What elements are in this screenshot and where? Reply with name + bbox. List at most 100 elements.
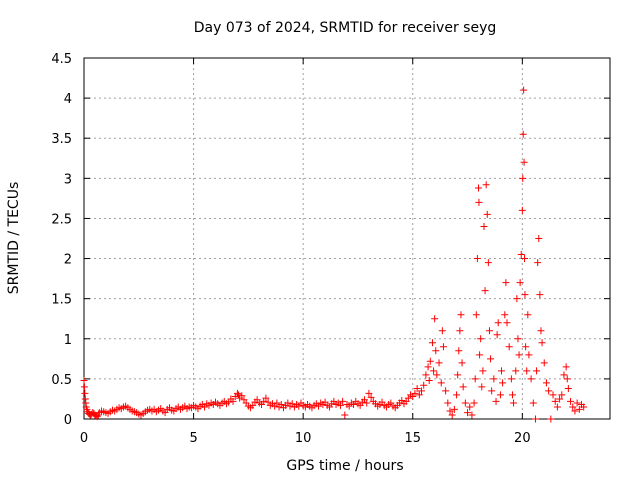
data-point: [341, 411, 349, 419]
data-point: [437, 379, 445, 387]
data-point: [553, 403, 561, 411]
data-point: [521, 255, 529, 263]
data-point: [547, 415, 555, 423]
y-tick-label: 3.5: [51, 132, 72, 147]
data-point: [560, 371, 568, 379]
data-point: [564, 385, 572, 393]
data-point: [519, 130, 527, 138]
data-point: [430, 367, 438, 375]
data-point: [510, 399, 518, 407]
data-point: [540, 359, 548, 367]
data-point: [471, 375, 479, 383]
data-point: [575, 405, 583, 413]
data-point: [466, 403, 474, 411]
data-point: [476, 351, 484, 359]
data-point: [459, 383, 467, 391]
x-tick-label: 0: [80, 431, 88, 446]
data-point: [336, 401, 344, 409]
data-point: [505, 343, 513, 351]
data-point: [496, 391, 504, 399]
data-point: [537, 327, 545, 335]
data-point: [483, 210, 491, 218]
data-point: [545, 387, 553, 395]
data-point: [442, 387, 450, 395]
data-point: [235, 391, 243, 399]
data-point: [518, 206, 526, 214]
data-point: [571, 407, 579, 415]
data-point: [538, 339, 546, 347]
data-point: [428, 339, 436, 347]
data-point: [569, 403, 577, 411]
data-point: [426, 357, 434, 365]
data-point: [490, 375, 498, 383]
data-point: [415, 391, 423, 399]
data-point: [517, 251, 525, 259]
data-point: [411, 389, 419, 397]
data-point: [529, 399, 537, 407]
data-point: [473, 255, 481, 263]
data-point: [513, 295, 521, 303]
data-point: [499, 379, 507, 387]
data-point: [450, 405, 458, 413]
chart-title: Day 073 of 2024, SRMTID for receiver sey…: [194, 20, 497, 36]
data-point: [444, 399, 452, 407]
data-point: [512, 367, 520, 375]
data-point: [457, 311, 465, 319]
data-point: [93, 413, 101, 421]
data-point: [262, 394, 270, 402]
data-point: [516, 279, 524, 287]
data-point: [229, 397, 237, 405]
data-point: [551, 397, 559, 405]
data-point: [508, 391, 516, 399]
data-point: [458, 359, 466, 367]
data-point: [448, 411, 456, 419]
y-tick-label: 2.5: [51, 212, 72, 227]
data-point: [432, 347, 440, 355]
data-point: [494, 319, 502, 327]
data-point: [438, 327, 446, 335]
x-tick-label: 5: [189, 431, 197, 446]
y-tick-label: 4: [64, 92, 72, 107]
data-point: [534, 259, 542, 267]
data-point: [456, 327, 464, 335]
data-point: [233, 389, 241, 397]
y-tick-label: 3: [64, 172, 72, 187]
data-point: [542, 379, 550, 387]
data-point: [488, 387, 496, 395]
data-point: [492, 397, 500, 405]
data-point: [481, 287, 489, 295]
data-point: [477, 335, 485, 343]
data-point: [482, 181, 490, 189]
data-point: [503, 319, 511, 327]
grid: [84, 58, 610, 419]
data-point: [580, 403, 588, 411]
data-point: [501, 311, 509, 319]
data-point: [367, 393, 375, 401]
data-point: [519, 174, 527, 182]
x-tick-label: 20: [514, 431, 531, 446]
data-point: [507, 375, 515, 383]
data-point: [531, 415, 539, 423]
data-point: [424, 363, 432, 371]
data-point: [418, 387, 426, 395]
data-point: [533, 367, 541, 375]
data-point: [479, 367, 487, 375]
data-point: [558, 391, 566, 399]
data-point: [484, 259, 492, 267]
data-point: [523, 367, 531, 375]
data-point: [80, 383, 88, 391]
data-point: [480, 222, 488, 230]
data-point: [536, 291, 544, 299]
data-point: [556, 395, 564, 403]
data-point: [464, 409, 472, 417]
data-point: [478, 383, 486, 391]
plot-frame: [83, 57, 611, 420]
y-tick-label: 0.5: [51, 373, 72, 388]
data-point: [431, 315, 439, 323]
data-point: [425, 376, 433, 384]
data-point: [475, 184, 482, 192]
data-point: [502, 279, 510, 287]
data-point: [455, 347, 463, 355]
data-point: [527, 375, 535, 383]
